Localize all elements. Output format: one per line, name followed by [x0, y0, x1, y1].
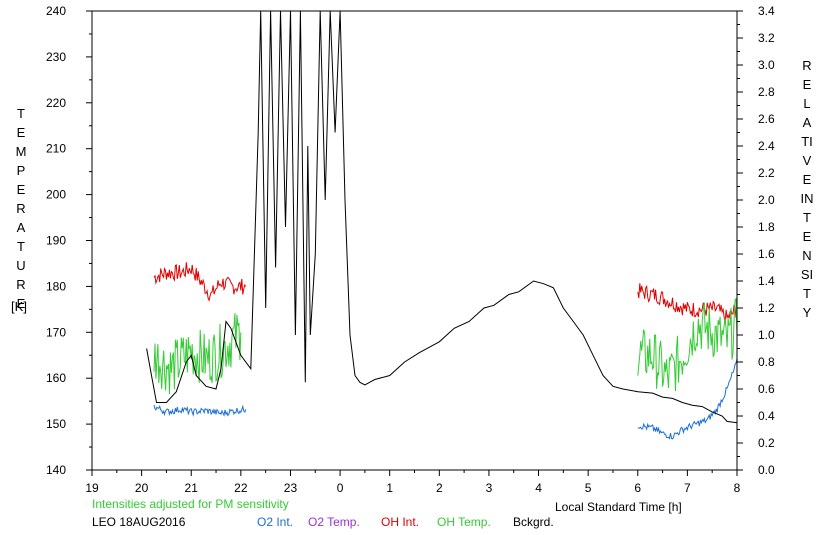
series-bckgrd-: [146, 11, 737, 424]
axes-layer: [91, 10, 738, 471]
y-right-tick-label: 2.8: [758, 85, 775, 99]
legend-item: OH Temp.: [437, 515, 491, 529]
y-left-tick-label: 150: [46, 417, 66, 431]
series-line: [146, 11, 737, 424]
series-line: [637, 298, 737, 392]
y-left-tick-label: 180: [46, 279, 66, 293]
y-left-tick-label: 160: [46, 371, 66, 385]
x-tick-label: 3: [486, 481, 493, 495]
x-tick-label: 5: [585, 481, 592, 495]
y-right-tick-label: 0.6: [758, 382, 775, 396]
left-axis-label: TEMPERATURE: [15, 106, 27, 311]
y-right-tick-label: 1.2: [758, 301, 775, 315]
y-left-tick-label: 220: [46, 96, 66, 110]
y-right-tick-label: 1.8: [758, 220, 775, 234]
right-axis-label: RELATIVE INTENSITY: [800, 58, 819, 320]
x-tick-label: 4: [535, 481, 542, 495]
y-right-tick-label: 1.6: [758, 247, 775, 261]
series-oh-temp-: [153, 298, 737, 395]
legend-item: O2 Int.: [257, 515, 293, 529]
x-tick-label: 19: [85, 481, 99, 495]
series-oh-int-: [153, 262, 737, 324]
y-left-tick-label: 190: [46, 234, 66, 248]
series-line: [153, 313, 242, 395]
series-o2-int-: [153, 358, 737, 440]
legend-item: Bckgrd.: [513, 515, 554, 529]
y-right-tick-label: 2.4: [758, 139, 775, 153]
y-right-tick-label: 2.0: [758, 193, 775, 207]
station-date: LEO 18AUG2016: [92, 515, 186, 529]
series-line: [153, 262, 247, 302]
x-tick-label: 22: [234, 481, 248, 495]
x-tick-label: 21: [185, 481, 199, 495]
y-right-tick-label: 0.2: [758, 436, 775, 450]
x-axis-label: Local Standard Time [h]: [555, 500, 682, 514]
y-left-tick-label: 210: [46, 142, 66, 156]
y-right-tick-label: 2.2: [758, 166, 775, 180]
left-axis-unit: [K]: [11, 299, 27, 314]
y-left-tick-label: 240: [46, 4, 66, 18]
y-left-tick-label: 230: [46, 50, 66, 64]
y-right-tick-label: 0.8: [758, 355, 775, 369]
legend: O2 Int. O2 Temp. OH Int. OH Temp. Bckgrd.: [257, 515, 554, 529]
series-line: [637, 358, 737, 440]
x-tick-label: 7: [684, 481, 691, 495]
chart-note: Intensities adjusted for PM sensitivity: [92, 497, 289, 511]
y-right-tick-label: 3.0: [758, 58, 775, 72]
y-right-tick-label: 1.4: [758, 274, 775, 288]
y-right-tick-label: 1.0: [758, 328, 775, 342]
series-layer: [146, 11, 737, 440]
ticks-layer: 1401501601701801902002102202302400.00.20…: [46, 4, 775, 495]
x-tick-label: 20: [135, 481, 149, 495]
y-right-tick-label: 2.6: [758, 112, 775, 126]
y-left-tick-label: 170: [46, 325, 66, 339]
y-right-tick-label: 0.0: [758, 463, 775, 477]
x-tick-label: 0: [337, 481, 344, 495]
series-line: [637, 283, 737, 324]
series-line: [153, 404, 247, 417]
legend-item: O2 Temp.: [308, 515, 360, 529]
x-tick-label: 8: [734, 481, 741, 495]
legend-item: OH Int.: [381, 515, 419, 529]
x-tick-label: 1: [386, 481, 393, 495]
y-right-tick-label: 3.2: [758, 31, 775, 45]
y-right-tick-label: 3.4: [758, 4, 775, 18]
y-left-tick-label: 140: [46, 463, 66, 477]
x-tick-label: 2: [436, 481, 443, 495]
y-right-tick-label: 0.4: [758, 409, 775, 423]
x-tick-label: 23: [284, 481, 298, 495]
x-tick-label: 6: [634, 481, 641, 495]
y-left-tick-label: 200: [46, 188, 66, 202]
